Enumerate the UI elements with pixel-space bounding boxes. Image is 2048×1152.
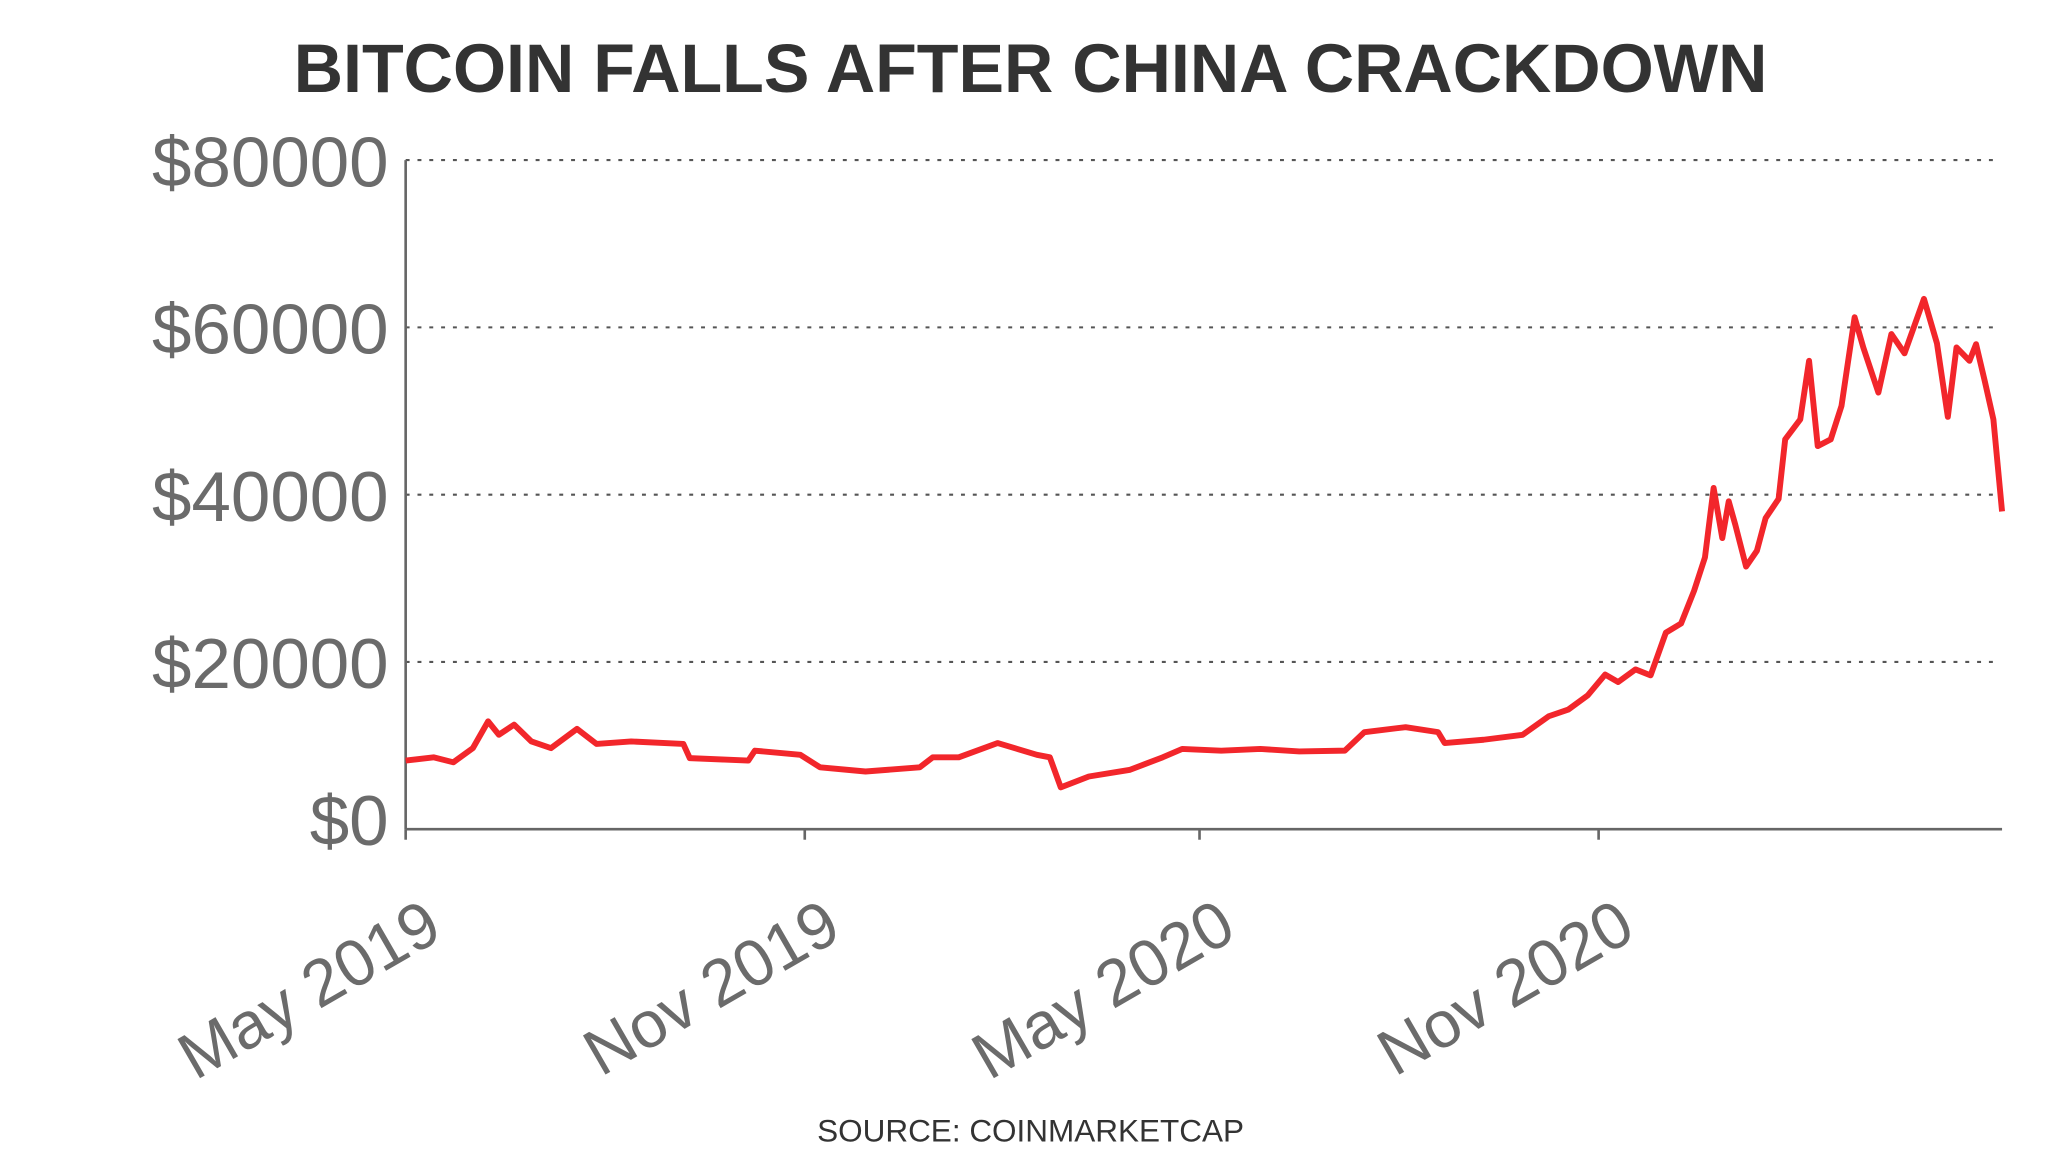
chart-title: BITCOIN FALLS AFTER CHINA CRACKDOWN <box>294 31 1768 107</box>
x-tick-label: Nov 2019 <box>571 886 851 1090</box>
y-tick-label: $40000 <box>152 458 389 537</box>
y-tick-label: $60000 <box>152 291 389 370</box>
y-tick-label: $80000 <box>152 123 389 202</box>
y-tick-label: $0 <box>310 782 389 861</box>
y-tick-label: $20000 <box>152 625 389 704</box>
x-tick-label: May 2019 <box>166 886 452 1093</box>
x-tick-label: Nov 2020 <box>1365 886 1645 1090</box>
y-axis-ticks: $0 $20000 $40000 $60000 $80000 <box>152 123 389 861</box>
x-axis-ticks: May 2019 Nov 2019 May 2020 Nov 2020 <box>166 829 1645 1093</box>
x-tick-label: May 2020 <box>960 886 1246 1093</box>
source-note: SOURCE: COINMARKETCAP <box>817 1113 1244 1149</box>
gridlines <box>405 159 1993 663</box>
price-line <box>405 295 2005 791</box>
